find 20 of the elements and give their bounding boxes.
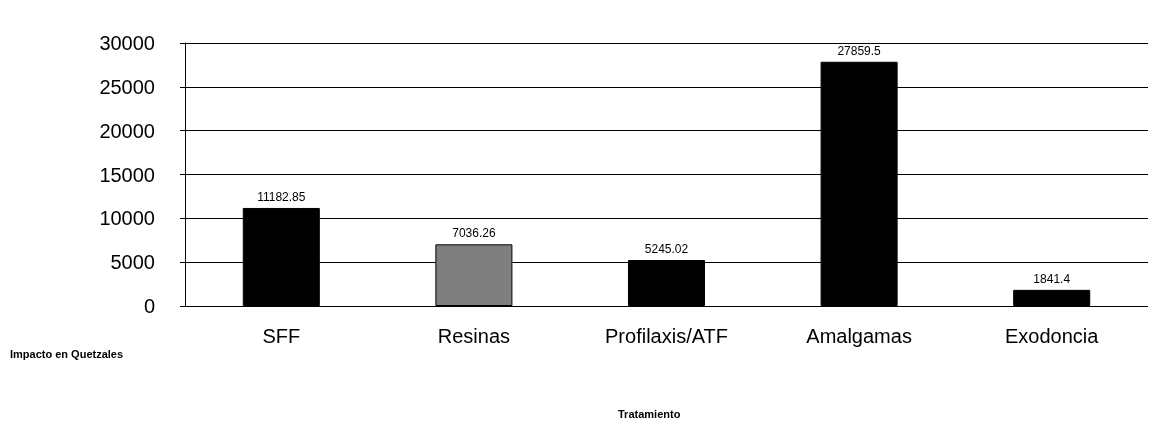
data-label: 1841.4 [1033, 271, 1071, 286]
y-tick-label: 30000 [99, 32, 155, 54]
bar [1013, 289, 1091, 306]
x-tick-label: Exodoncia [1005, 325, 1100, 347]
data-label: 5245.02 [644, 242, 689, 257]
x-tick-label: SFF [262, 325, 301, 347]
text: Tratamiento [618, 407, 681, 420]
data-label: 27859.5 [837, 43, 882, 58]
y-axis-title: Impacto en Quetzales [10, 347, 124, 360]
y-tick-label: 10000 [99, 207, 155, 230]
y-tick-label: 5000 [110, 251, 155, 274]
y-tick-label: 25000 [99, 75, 155, 98]
y-tick-label: 20000 [99, 119, 155, 142]
y-tick-label: 0 [143, 295, 155, 317]
y-tick-label: 15000 [99, 163, 155, 186]
data-label: 11182.85 [257, 189, 306, 204]
x-tick-label: Profilaxis/ATF [605, 325, 728, 347]
x-tick-label: Resinas [437, 325, 511, 347]
data-label: 7036.26 [452, 226, 496, 241]
x-tick-label: Amalgamas [806, 325, 912, 347]
